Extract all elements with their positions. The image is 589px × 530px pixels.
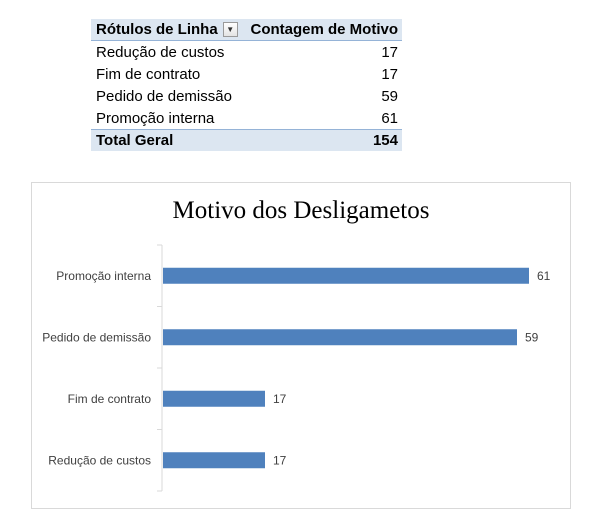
count-header: Contagem de Motivo <box>250 21 398 38</box>
pivot-row[interactable]: Promoção interna 61 <box>91 107 402 129</box>
data-label: 17 <box>273 453 287 467</box>
data-label: 61 <box>537 269 551 283</box>
pivot-row-label: Promoção interna <box>96 109 215 127</box>
category-tick-label: Promoção interna <box>56 269 151 283</box>
pivot-row[interactable]: Redução de custos 17 <box>91 41 402 63</box>
bar-chart[interactable]: Motivo dos Desligametos Promoção interna… <box>31 182 571 509</box>
data-label: 17 <box>273 392 287 406</box>
total-label: Total Geral <box>96 132 174 149</box>
pivot-row-label: Pedido de demissão <box>96 87 232 105</box>
chart-title: Motivo dos Desligametos <box>172 197 430 224</box>
pivot-row-label: Redução de custos <box>96 43 225 61</box>
bar[interactable] <box>163 390 265 407</box>
pivot-row[interactable]: Pedido de demissão 59 <box>91 85 402 107</box>
bar[interactable] <box>163 329 517 346</box>
category-tick-label: Redução de custos <box>48 453 151 467</box>
pivot-row-value: 17 <box>381 65 398 83</box>
pivot-table: Rótulos de Linha ▼ Contagem de Motivo Re… <box>91 19 402 151</box>
filter-dropdown-icon[interactable]: ▼ <box>222 22 238 37</box>
bar[interactable] <box>163 267 529 284</box>
bar[interactable] <box>163 452 265 469</box>
category-tick-label: Pedido de demissão <box>42 330 151 344</box>
pivot-row[interactable]: Fim de contrato 17 <box>91 63 402 85</box>
pivot-row-value: 61 <box>381 109 398 127</box>
total-value: 154 <box>372 132 398 149</box>
pivot-row-value: 59 <box>381 87 398 105</box>
chart-plot: Promoção interna 61 Pedido de demissão 59 Fi… <box>42 244 551 492</box>
row-labels-header: Rótulos de Linha <box>96 21 218 38</box>
pivot-header: Rótulos de Linha ▼ Contagem de Motivo <box>91 19 402 41</box>
category-tick-label: Fim de contrato <box>68 392 152 406</box>
pivot-row-label: Fim de contrato <box>96 65 201 83</box>
data-label: 59 <box>525 330 539 344</box>
pivot-row-value: 17 <box>381 43 398 61</box>
pivot-total-row[interactable]: Total Geral 154 <box>91 129 402 151</box>
